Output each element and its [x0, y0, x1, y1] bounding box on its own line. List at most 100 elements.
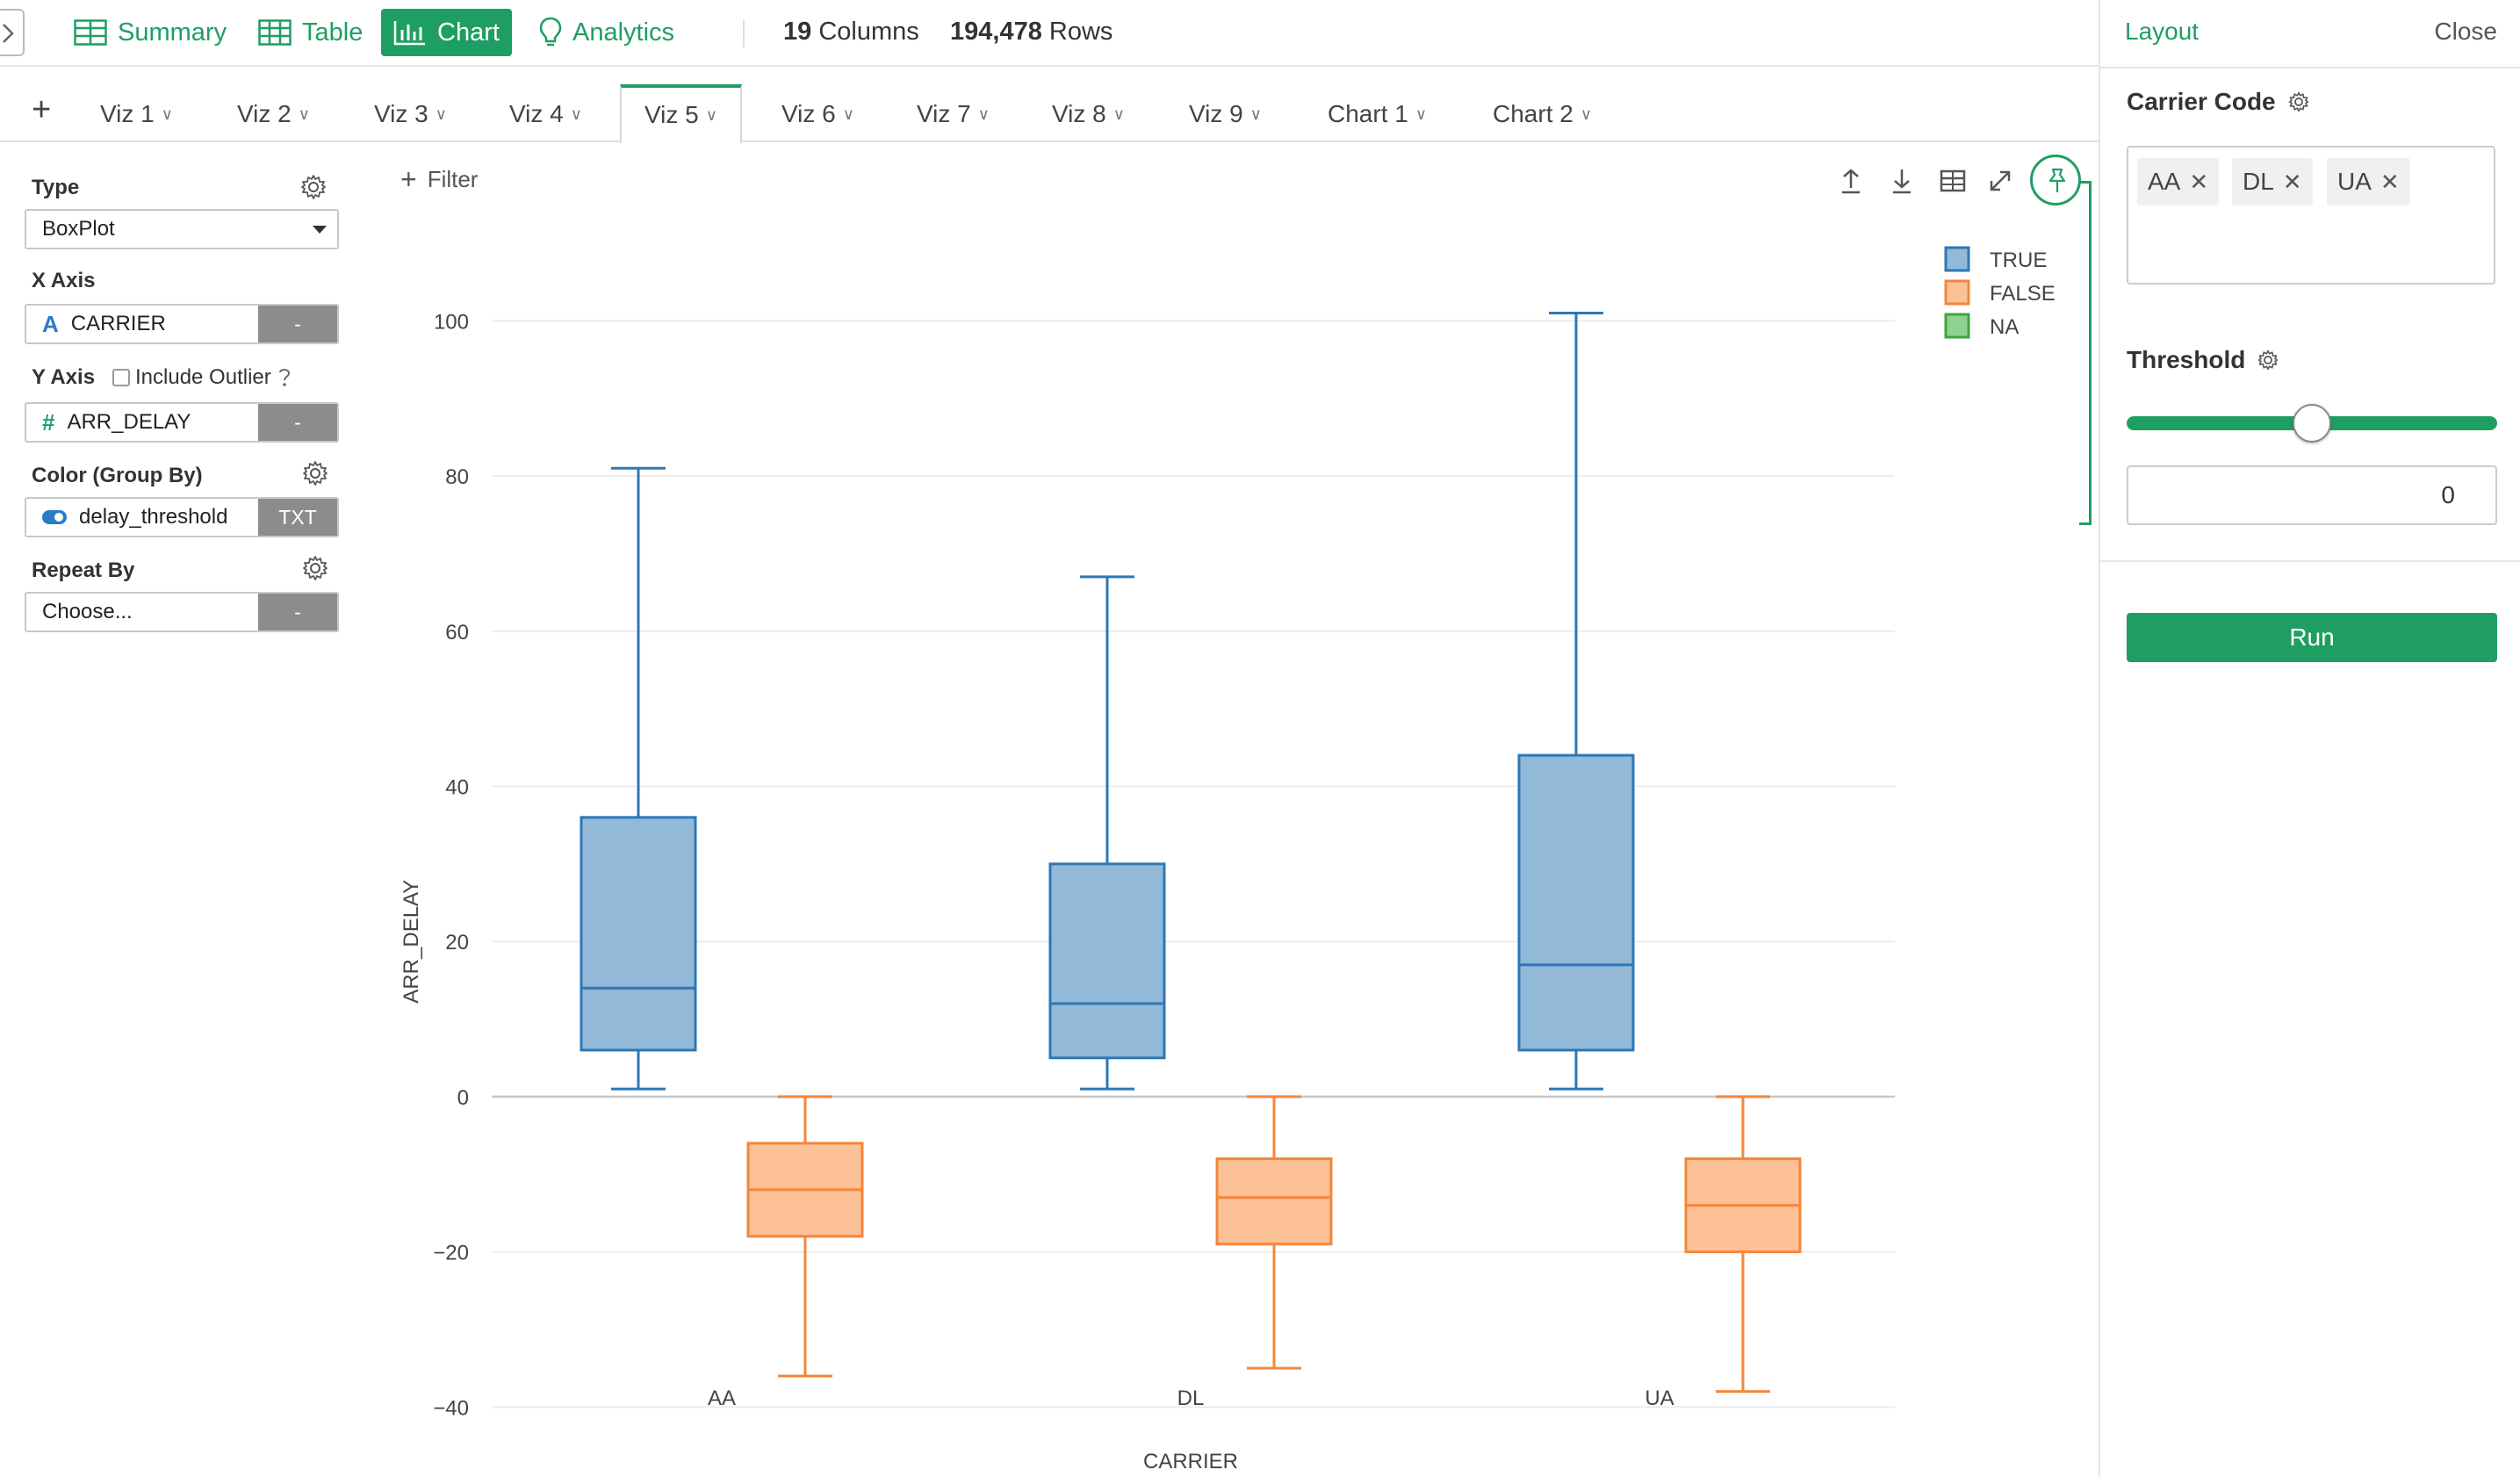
- y-axis-label: Y Axis: [32, 365, 96, 389]
- repeat-settings-gear-icon[interactable]: [302, 555, 328, 581]
- chart-type-select[interactable]: BoxPlot: [25, 209, 339, 249]
- help-icon[interactable]: [277, 366, 292, 389]
- tab-viz-2[interactable]: Viz 2 ∨: [214, 84, 333, 144]
- close-button[interactable]: Close: [2434, 18, 2497, 45]
- chart-label: Chart: [437, 18, 500, 47]
- table-label: Table: [302, 18, 364, 47]
- remove-chip-icon[interactable]: ✕: [2189, 168, 2209, 195]
- chevron-down-icon[interactable]: ∨: [977, 104, 990, 123]
- threshold-settings-gear-icon[interactable]: [2257, 349, 2279, 371]
- panel-divider: [2100, 560, 2520, 562]
- chart-button[interactable]: Chart: [381, 9, 512, 56]
- tab-viz-8[interactable]: Viz 8 ∨: [1029, 84, 1148, 144]
- include-outlier-label: Include Outlier: [135, 365, 271, 389]
- color-settings-gear-icon[interactable]: [302, 460, 328, 486]
- legend-swatch-true[interactable]: [1944, 246, 1970, 272]
- tab-viz-9[interactable]: Viz 9 ∨: [1166, 84, 1285, 144]
- tab-viz-5[interactable]: Viz 5 ∨: [620, 84, 742, 144]
- legend-swatch-na[interactable]: [1944, 313, 1970, 339]
- table-button[interactable]: Table: [246, 9, 375, 56]
- tab-label: Viz 6: [781, 100, 836, 127]
- chevron-down-icon[interactable]: ∨: [1249, 104, 1262, 123]
- tab-viz-6[interactable]: Viz 6 ∨: [759, 84, 877, 144]
- tab-viz-7[interactable]: Viz 7 ∨: [894, 84, 1012, 144]
- y-tick-label: 20: [445, 931, 469, 955]
- chevron-down-icon[interactable]: ∨: [1415, 104, 1428, 123]
- upload-icon[interactable]: [1835, 165, 1867, 197]
- box-true-dl[interactable]: [1048, 862, 1166, 1060]
- tab-viz-3[interactable]: Viz 3 ∨: [351, 84, 470, 144]
- box-true-aa[interactable]: [580, 816, 697, 1052]
- layout-tab[interactable]: Layout: [2125, 18, 2200, 45]
- include-outlier-checkbox[interactable]: [112, 369, 130, 386]
- add-tab-button[interactable]: +: [32, 91, 52, 128]
- repeat-by-selector[interactable]: Choose... -: [25, 592, 339, 632]
- x-axis-label: X Axis: [32, 269, 96, 292]
- carrier-code-multiselect[interactable]: AA ✕ DL ✕ UA ✕: [2127, 146, 2495, 285]
- collapse-sidebar-button[interactable]: [0, 9, 25, 56]
- chevron-down-icon[interactable]: ∨: [298, 104, 310, 123]
- threshold-label: Threshold: [2127, 346, 2246, 373]
- run-button[interactable]: Run: [2127, 613, 2497, 662]
- chevron-down-icon[interactable]: ∨: [842, 104, 854, 123]
- include-outlier-option[interactable]: Include Outlier: [112, 365, 292, 390]
- threshold-input[interactable]: 0: [2127, 465, 2497, 525]
- string-type-icon: A: [42, 310, 59, 337]
- chevron-down-icon[interactable]: ∨: [570, 104, 582, 123]
- bar-chart-icon: [393, 21, 425, 46]
- chevron-down-icon[interactable]: ∨: [435, 104, 447, 123]
- tab-chart-2[interactable]: Chart 2 ∨: [1470, 84, 1615, 144]
- pin-connector-line: [2079, 181, 2092, 525]
- chevron-down-icon[interactable]: ∨: [1112, 104, 1125, 123]
- threshold-slider-thumb[interactable]: [2293, 404, 2331, 443]
- carrier-code-settings-gear-icon[interactable]: [2288, 91, 2309, 112]
- chip-label: UA: [2337, 168, 2372, 195]
- expand-icon[interactable]: [1984, 165, 2016, 197]
- x-axis-selector[interactable]: A CARRIER -: [25, 304, 339, 344]
- data-table-icon[interactable]: [1937, 165, 1969, 197]
- legend-label[interactable]: TRUE: [1990, 249, 2047, 272]
- color-value: delay_threshold: [79, 505, 228, 529]
- color-type-button[interactable]: TXT: [258, 499, 337, 536]
- color-selector[interactable]: delay_threshold TXT: [25, 497, 339, 537]
- tab-label: Viz 2: [237, 100, 292, 127]
- tab-label: Viz 9: [1189, 100, 1243, 127]
- logical-type-icon: [42, 510, 67, 524]
- tab-viz-4[interactable]: Viz 4 ∨: [486, 84, 605, 144]
- box-true-ua[interactable]: [1517, 753, 1635, 1052]
- numeric-type-icon: #: [42, 408, 55, 436]
- box-false-dl[interactable]: [1215, 1157, 1333, 1246]
- tab-viz-1[interactable]: Viz 1 ∨: [77, 84, 196, 144]
- carrier-chip-aa: AA ✕: [2137, 158, 2220, 205]
- lightbulb-icon: [539, 17, 562, 47]
- x-axis-value: CARRIER: [70, 312, 166, 335]
- analytics-button[interactable]: Analytics: [527, 9, 687, 56]
- add-filter-button[interactable]: + Filter: [400, 165, 478, 193]
- pin-parameters-button[interactable]: [2030, 155, 2081, 205]
- chip-label: DL: [2243, 168, 2274, 195]
- carrier-chip-dl: DL ✕: [2232, 158, 2313, 205]
- summary-button[interactable]: Summary: [61, 9, 239, 56]
- chevron-down-icon[interactable]: ∨: [705, 105, 717, 124]
- x-tick-label: UA: [1645, 1387, 1674, 1410]
- x-axis-aggregation-button[interactable]: -: [258, 306, 337, 342]
- legend-label[interactable]: FALSE: [1990, 282, 2056, 306]
- threshold-label-row: Threshold: [2127, 346, 2279, 374]
- carrier-chip-ua: UA ✕: [2327, 158, 2410, 205]
- y-axis-aggregation-button[interactable]: -: [258, 404, 337, 441]
- chevron-down-icon[interactable]: ∨: [1580, 104, 1593, 123]
- remove-chip-icon[interactable]: ✕: [2282, 168, 2302, 195]
- carrier-code-label: Carrier Code: [2127, 88, 2276, 115]
- remove-chip-icon[interactable]: ✕: [2380, 168, 2400, 195]
- y-tick-label: 80: [445, 465, 469, 489]
- tab-chart-1[interactable]: Chart 1 ∨: [1305, 84, 1450, 144]
- repeat-by-aggregation-button[interactable]: -: [258, 594, 337, 630]
- legend-swatch-false[interactable]: [1944, 279, 1970, 306]
- chevron-down-icon[interactable]: ∨: [161, 104, 173, 123]
- summary-grid-icon: [74, 19, 107, 46]
- legend-label[interactable]: NA: [1990, 315, 2019, 339]
- download-icon[interactable]: [1886, 165, 1918, 197]
- y-axis-selector[interactable]: # ARR_DELAY -: [25, 402, 339, 443]
- y-tick-label: 40: [445, 775, 469, 799]
- type-settings-gear-icon[interactable]: [300, 174, 327, 200]
